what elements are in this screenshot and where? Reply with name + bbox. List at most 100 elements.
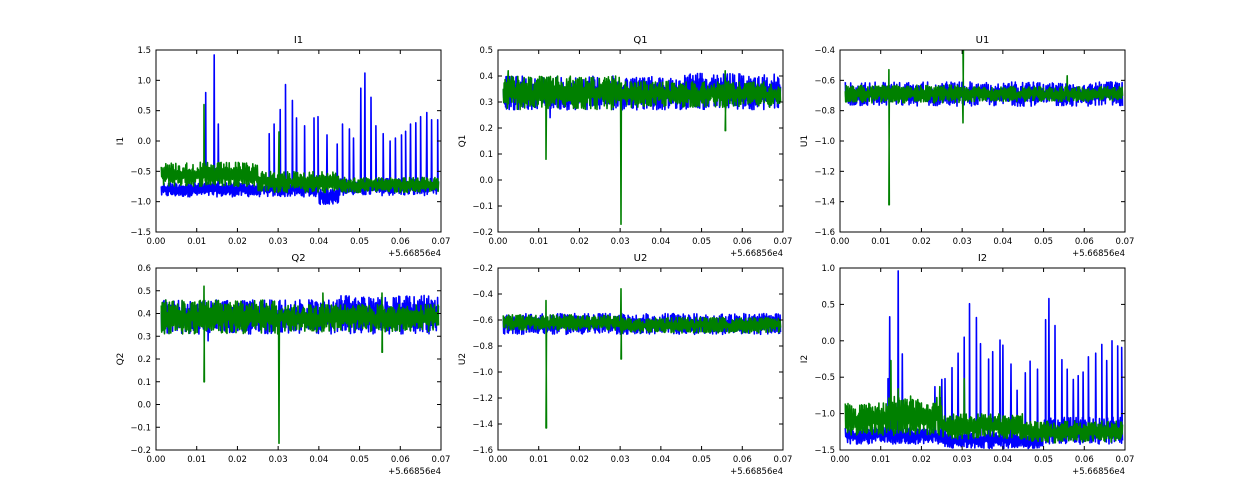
y-tick-label: 0.0	[137, 401, 151, 411]
subplot-u2: U2 U2 0.00 0.01 0.02 0.03 0.04 0.05 0.06 0.07 +5.6…	[458, 253, 792, 477]
y-tick-label: 1.5	[137, 46, 151, 56]
y-tick-label: 0.4	[479, 72, 493, 82]
plot-area	[160, 285, 440, 445]
y-tick-label: −1.0	[814, 137, 835, 147]
x-tick-label: 0.02	[228, 237, 247, 247]
y-tick-label: −0.2	[472, 228, 493, 238]
subplot-q2: Q2 Q2 0.00 0.01 0.02 0.03 0.04 0.05 0.06 0.07 +5.6…	[116, 253, 450, 477]
x-tick-label: 0.07	[774, 455, 793, 465]
subplot-title: U1	[976, 35, 990, 46]
series-line-green	[160, 103, 440, 194]
y-tick-label: −1.5	[814, 446, 835, 456]
axes-frame	[497, 267, 784, 451]
x-tick-label: 0.01	[529, 455, 548, 465]
x-offset-label: +5.66856e4	[388, 467, 441, 477]
x-tick-label: 0.05	[350, 237, 369, 247]
axes-frame	[155, 49, 442, 233]
x-tick-label: 0.00	[147, 455, 166, 465]
y-tick-label: 0.3	[479, 98, 493, 108]
series-line-green	[502, 287, 782, 429]
x-tick-label: 0.00	[831, 237, 850, 247]
subplot-title: I2	[978, 253, 987, 264]
x-tick-label: 0.05	[350, 455, 369, 465]
y-tick-label: 0.1	[479, 150, 493, 160]
plot-area	[160, 54, 440, 206]
x-tick-label: 0.05	[1034, 455, 1053, 465]
y-tick-label: 0.1	[137, 378, 151, 388]
y-tick-label: −0.1	[130, 423, 151, 433]
x-offset-label: +5.66856e4	[730, 467, 783, 477]
y-tick-label: −0.2	[472, 264, 493, 274]
y-tick-label: 0.6	[137, 264, 151, 274]
y-tick-label: 1.0	[137, 76, 151, 86]
y-axis-label: Q2	[116, 353, 126, 366]
x-tick-label: 0.00	[489, 455, 508, 465]
y-tick-label: 0.2	[479, 124, 493, 134]
y-axis-label: I2	[800, 355, 810, 363]
y-tick-label: −0.8	[814, 107, 835, 117]
plot-area	[502, 287, 782, 429]
subplot-title: I1	[294, 35, 303, 46]
x-tick-label: 0.01	[871, 237, 890, 247]
y-tick-label: 0.3	[137, 332, 151, 342]
y-axis-label: Q1	[458, 135, 468, 148]
x-tick-label: 0.02	[912, 455, 931, 465]
x-tick-label: 0.00	[147, 237, 166, 247]
y-tick-label: −1.0	[130, 198, 151, 208]
x-tick-label: 0.06	[1075, 455, 1094, 465]
y-tick-label: −1.4	[814, 198, 835, 208]
x-tick-label: 0.03	[953, 455, 972, 465]
y-tick-label: 0.5	[821, 300, 835, 310]
x-tick-label: 0.03	[269, 237, 288, 247]
subplot-title: Q2	[291, 253, 305, 264]
x-tick-label: 0.00	[489, 237, 508, 247]
y-tick-label: −1.0	[814, 410, 835, 420]
y-tick-label: 0.0	[137, 137, 151, 147]
series-line-green	[160, 285, 440, 445]
x-tick-label: 0.04	[309, 455, 328, 465]
axes-frame	[497, 49, 784, 233]
y-tick-label: −0.6	[814, 76, 835, 86]
series-line-green	[844, 359, 1124, 444]
series-line-green	[844, 50, 1124, 206]
y-tick-label: −0.1	[472, 202, 493, 212]
x-tick-label: 0.04	[309, 237, 328, 247]
y-tick-label: −0.5	[130, 167, 151, 177]
y-tick-label: 0.0	[479, 176, 493, 186]
x-tick-label: 0.06	[391, 455, 410, 465]
y-tick-label: 1.0	[821, 264, 835, 274]
y-tick-label: −0.4	[472, 290, 493, 300]
y-tick-label: −0.5	[814, 373, 835, 383]
y-tick-label: −0.4	[814, 46, 835, 56]
y-axis-label: U1	[800, 135, 810, 147]
y-tick-label: 0.4	[137, 310, 151, 320]
y-tick-label: −1.4	[472, 420, 493, 430]
x-tick-label: 0.06	[733, 455, 752, 465]
x-tick-label: 0.06	[733, 237, 752, 247]
y-tick-label: −0.8	[472, 342, 493, 352]
x-offset-label: +5.66856e4	[1072, 249, 1125, 259]
plot-area	[844, 270, 1124, 450]
x-tick-label: 0.01	[529, 237, 548, 247]
y-tick-label: −1.2	[472, 394, 493, 404]
subplot-u1: U1 U1 0.00 0.01 0.02 0.03 0.04 0.05 0.06 0.07 +5.6…	[800, 35, 1134, 259]
subplot-title: U2	[634, 253, 648, 264]
x-tick-label: 0.00	[831, 455, 850, 465]
y-tick-label: −1.2	[814, 167, 835, 177]
y-tick-label: −1.6	[814, 228, 835, 238]
series-line-green	[502, 70, 782, 225]
x-tick-label: 0.03	[953, 237, 972, 247]
x-tick-label: 0.06	[391, 237, 410, 247]
x-tick-label: 0.01	[871, 455, 890, 465]
x-tick-label: 0.05	[692, 237, 711, 247]
x-tick-label: 0.02	[228, 455, 247, 465]
y-tick-label: −0.6	[472, 316, 493, 326]
x-tick-label: 0.04	[993, 455, 1012, 465]
y-tick-label: −0.2	[130, 446, 151, 456]
x-tick-label: 0.07	[1116, 455, 1135, 465]
x-tick-label: 0.01	[187, 237, 206, 247]
x-tick-label: 0.05	[692, 455, 711, 465]
y-tick-label: 0.5	[137, 287, 151, 297]
